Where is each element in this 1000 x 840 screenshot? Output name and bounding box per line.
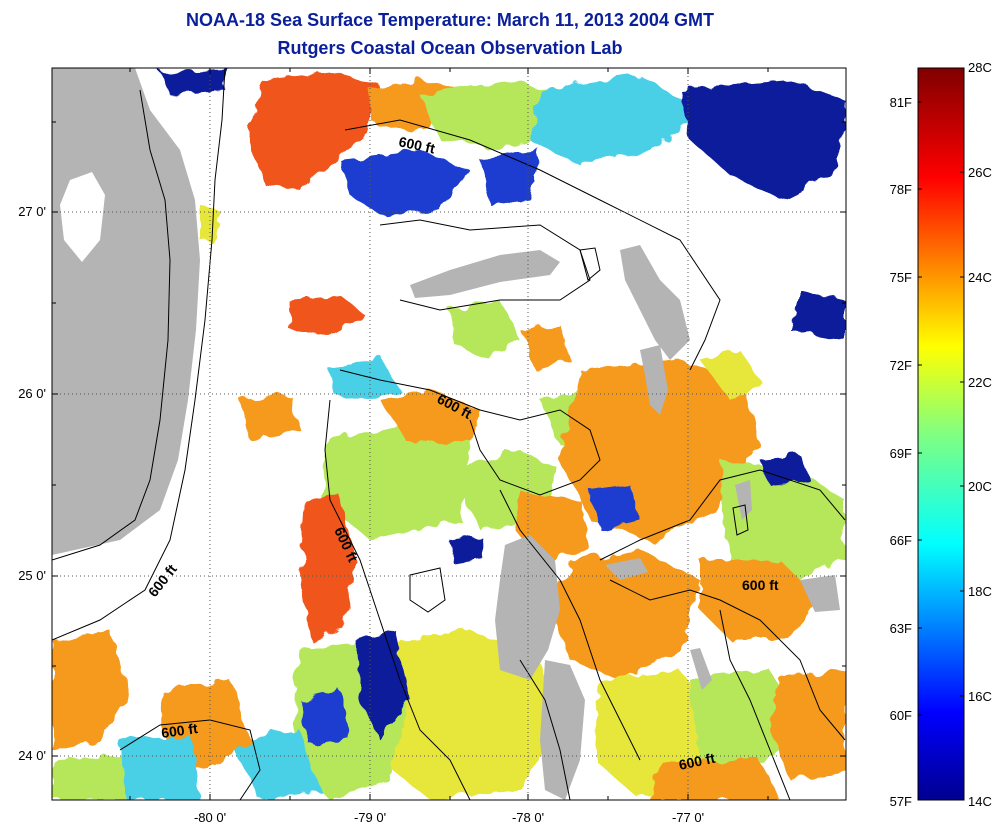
isobath-line bbox=[719, 609, 791, 800]
grand-bahama-land bbox=[410, 250, 560, 298]
andros-south-land bbox=[540, 660, 585, 800]
sst-patch bbox=[300, 690, 350, 745]
sst-patch bbox=[330, 355, 400, 400]
sst-patch bbox=[340, 150, 470, 215]
isobath-line bbox=[344, 119, 721, 371]
sst-patch bbox=[288, 295, 365, 335]
isobath-line bbox=[119, 719, 261, 800]
isobath-line bbox=[379, 219, 591, 311]
cat-island-land bbox=[800, 575, 840, 612]
land-masses bbox=[52, 68, 840, 800]
contour-label: 600 ft bbox=[397, 133, 436, 156]
isobath-line bbox=[732, 504, 749, 536]
eleuthera-land bbox=[735, 480, 752, 520]
sst-patch bbox=[530, 75, 700, 165]
sst-patch bbox=[790, 290, 845, 340]
lon-label: -77 0' bbox=[672, 810, 704, 825]
sst-patch bbox=[120, 735, 200, 800]
sst-patch bbox=[248, 72, 380, 190]
lat-label: 27 0' bbox=[18, 204, 46, 219]
isobath-line bbox=[52, 68, 226, 641]
sst-patch bbox=[52, 755, 125, 800]
c-label: 26C bbox=[968, 165, 992, 180]
f-label: 66F bbox=[890, 533, 912, 548]
f-label: 69F bbox=[890, 446, 912, 461]
f-label: 81F bbox=[890, 95, 912, 110]
c-label: 16C bbox=[968, 689, 992, 704]
c-label: 28C bbox=[968, 60, 992, 75]
sst-patch bbox=[300, 495, 355, 640]
sst-patch bbox=[355, 630, 410, 740]
exuma-land bbox=[690, 648, 712, 690]
sst-patches bbox=[52, 70, 845, 800]
celsius-labels: 28C 26C 24C 22C 20C 18C 16C 14C bbox=[968, 60, 992, 809]
sst-patch bbox=[520, 325, 570, 370]
sst-patch bbox=[720, 460, 845, 580]
sst-patch bbox=[770, 670, 845, 780]
isobath-line bbox=[339, 369, 601, 496]
graticule bbox=[52, 68, 846, 800]
lon-label: -78 0' bbox=[512, 810, 544, 825]
sst-patch bbox=[680, 80, 845, 200]
isobath-line bbox=[324, 399, 471, 800]
f-label: 72F bbox=[890, 358, 912, 373]
sst-patch bbox=[700, 560, 820, 640]
lon-label: -80 0' bbox=[194, 810, 226, 825]
c-label: 24C bbox=[968, 270, 992, 285]
f-label: 63F bbox=[890, 621, 912, 636]
sst-patch bbox=[450, 300, 520, 360]
isobath-line bbox=[52, 89, 171, 561]
f-label: 78F bbox=[890, 182, 912, 197]
isobath-line bbox=[609, 579, 846, 741]
chart-title: NOAA-18 Sea Surface Temperature: March 1… bbox=[186, 10, 714, 30]
sst-patch bbox=[380, 390, 480, 445]
sst-patch bbox=[450, 535, 485, 565]
isobath-line bbox=[519, 659, 571, 800]
sst-patch bbox=[240, 395, 300, 440]
map-frame bbox=[51, 67, 847, 801]
lat-label: 26 0' bbox=[18, 386, 46, 401]
f-label: 60F bbox=[890, 708, 912, 723]
map-panel: 600 ft 600 ft 600 ft 600 ft 600 ft 600 f… bbox=[52, 68, 846, 800]
abaco-south-land bbox=[640, 345, 668, 415]
sst-patch bbox=[320, 420, 470, 540]
new-providence-land bbox=[605, 558, 648, 580]
colorbar bbox=[917, 67, 965, 801]
isobath-line bbox=[409, 567, 446, 613]
colorbar-ticks bbox=[918, 101, 964, 716]
fahrenheit-labels: 81F 78F 75F 72F 69F 66F 63F 60F 57F bbox=[890, 95, 912, 809]
sst-patch bbox=[590, 485, 640, 530]
lake-okeechobee bbox=[60, 172, 105, 262]
sst-patch bbox=[690, 670, 800, 770]
f-label: 75F bbox=[890, 270, 912, 285]
sst-patch bbox=[550, 550, 700, 680]
isobath-line bbox=[579, 247, 601, 281]
contour-label: 600 ft bbox=[677, 750, 716, 773]
contour-label: 600 ft bbox=[742, 577, 779, 593]
andros-land bbox=[495, 535, 560, 680]
sst-patch bbox=[52, 630, 130, 750]
axis-ticks bbox=[52, 68, 846, 800]
sst-patch bbox=[700, 350, 760, 400]
c-label: 20C bbox=[968, 479, 992, 494]
c-label: 14C bbox=[968, 794, 992, 809]
lat-label: 24 0' bbox=[18, 748, 46, 763]
c-label: 22C bbox=[968, 375, 992, 390]
sst-patch bbox=[650, 760, 780, 800]
c-label: 18C bbox=[968, 584, 992, 599]
chart-subtitle: Rutgers Coastal Ocean Observation Lab bbox=[277, 38, 623, 58]
sst-patch bbox=[230, 730, 320, 800]
isobath-line bbox=[499, 489, 641, 761]
lon-label: -79 0' bbox=[354, 810, 386, 825]
abaco-land bbox=[620, 245, 690, 360]
isobath-line bbox=[599, 469, 846, 561]
f-label: 57F bbox=[890, 794, 912, 809]
contour-label: 600 ft bbox=[160, 720, 199, 741]
sst-patch bbox=[760, 455, 810, 485]
isobath-contours bbox=[52, 68, 846, 800]
sst-patch bbox=[160, 70, 230, 95]
lat-label: 25 0' bbox=[18, 568, 46, 583]
